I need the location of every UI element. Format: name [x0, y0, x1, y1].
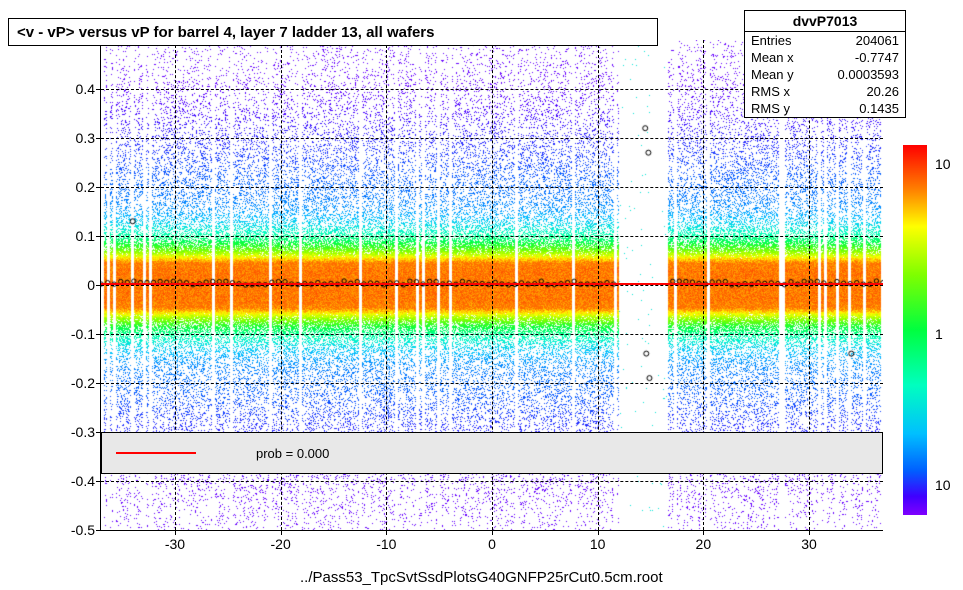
stats-meany-label: Mean y — [751, 67, 794, 82]
ytick-label: 0.3 — [76, 130, 95, 146]
footer-path: ../Pass53_TpcSvtSsdPlotsG40GNFP25rCut0.5… — [300, 569, 663, 586]
ytick-label: 0.1 — [76, 228, 95, 244]
xtick-mark — [809, 530, 810, 535]
xtick-mark — [492, 530, 493, 535]
stats-rmsy-label: RMS y — [751, 101, 790, 116]
xtick-label: 0 — [488, 536, 496, 552]
ytick-mark — [96, 334, 101, 335]
stats-meanx-value: -0.7747 — [855, 50, 899, 65]
ytick-mark — [96, 187, 101, 188]
stats-rmsy-value: 0.1435 — [859, 101, 899, 116]
xtick-mark — [386, 530, 387, 535]
stats-rmsx-value: 20.26 — [866, 84, 899, 99]
colorbar: 10110 — [903, 145, 927, 515]
ytick-label: 0 — [87, 277, 95, 293]
ytick-label: -0.5 — [71, 522, 95, 538]
stats-rmsx: RMS x 20.26 — [745, 83, 905, 100]
ytick-label: 0.4 — [76, 81, 95, 97]
xtick-label: -20 — [271, 536, 291, 552]
stats-meany: Mean y 0.0003593 — [745, 66, 905, 83]
xtick-mark — [598, 530, 599, 535]
legend-prob-text: prob = 0.000 — [256, 446, 329, 461]
ytick-label: -0.4 — [71, 473, 95, 489]
ytick-mark — [96, 89, 101, 90]
plot-title-text: <v - vP> versus vP for barrel 4, layer 7… — [17, 24, 434, 41]
ytick-label: 0.2 — [76, 179, 95, 195]
stats-entries-label: Entries — [751, 33, 791, 48]
xtick-label: -10 — [376, 536, 396, 552]
xtick-label: 20 — [696, 536, 712, 552]
stats-meany-value: 0.0003593 — [838, 67, 899, 82]
legend-fit-line — [116, 452, 196, 454]
stats-rmsx-label: RMS x — [751, 84, 790, 99]
ytick-label: -0.2 — [71, 375, 95, 391]
xtick-label: -30 — [165, 536, 185, 552]
colorbar-label: 10 — [935, 156, 951, 172]
legend-box: prob = 0.000 — [101, 432, 883, 474]
ytick-mark — [96, 481, 101, 482]
stats-box: dvvP7013 Entries 204061 Mean x -0.7747 M… — [744, 10, 906, 118]
xtick-label: 30 — [801, 536, 817, 552]
ytick-mark — [96, 383, 101, 384]
stats-entries: Entries 204061 — [745, 32, 905, 49]
xtick-mark — [703, 530, 704, 535]
colorbar-canvas — [903, 145, 927, 515]
ytick-mark — [96, 285, 101, 286]
ytick-label: -0.3 — [71, 424, 95, 440]
ytick-mark — [96, 138, 101, 139]
colorbar-label: 10 — [935, 477, 951, 493]
stats-entries-value: 204061 — [856, 33, 899, 48]
stats-meanx: Mean x -0.7747 — [745, 49, 905, 66]
stats-name: dvvP7013 — [745, 11, 905, 32]
ytick-label: -0.1 — [71, 326, 95, 342]
fit-line — [101, 283, 883, 285]
colorbar-label: 1 — [935, 326, 943, 342]
stats-meanx-label: Mean x — [751, 50, 794, 65]
root-container: <v - vP> versus vP for barrel 4, layer 7… — [0, 0, 963, 590]
xtick-label: 10 — [590, 536, 606, 552]
xtick-mark — [175, 530, 176, 535]
xtick-mark — [281, 530, 282, 535]
ytick-mark — [96, 236, 101, 237]
stats-rmsy: RMS y 0.1435 — [745, 100, 905, 117]
ytick-mark — [96, 530, 101, 531]
plot-title-box: <v - vP> versus vP for barrel 4, layer 7… — [8, 18, 658, 46]
